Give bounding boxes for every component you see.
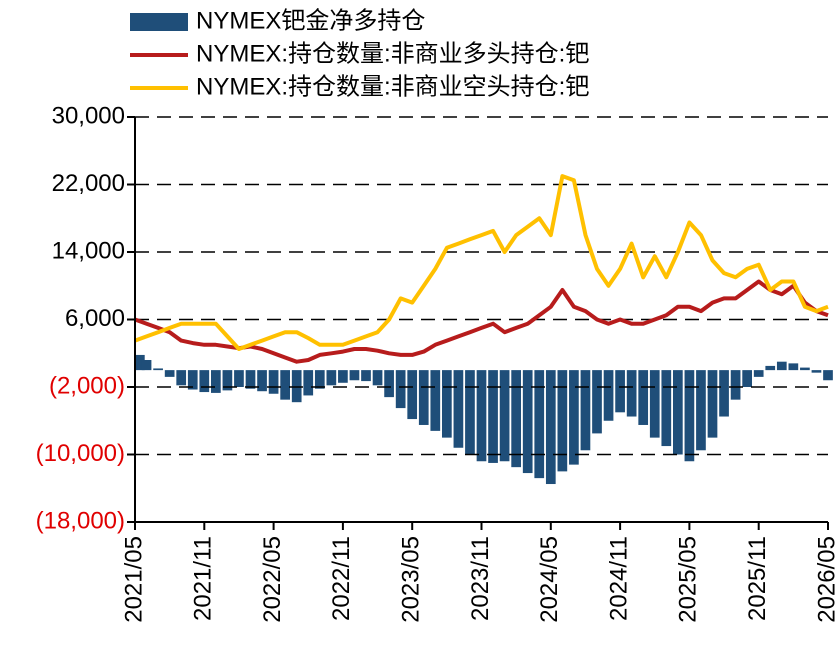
legend-label: NYMEX:持仓数量:非商业空头持仓:钯 [196,73,589,100]
bar [153,368,163,371]
bar [696,370,706,451]
x-tick-label: 2025/11 [744,536,771,621]
bar [476,370,487,462]
bar [765,365,776,371]
bar [511,370,522,468]
bar [753,370,764,377]
bar [719,370,729,417]
bar [603,370,614,421]
x-tick-label: 2022/05 [259,536,286,623]
bar [592,370,602,434]
x-tick-label: 2024/11 [605,536,632,621]
bar [361,370,371,382]
bar [314,370,325,389]
bar [245,370,256,389]
bar [384,370,394,398]
bar [684,370,695,462]
bar [569,370,579,465]
bar [268,370,279,394]
x-tick-label: 2021/05 [120,536,147,623]
bar [291,370,302,403]
bar [338,370,348,383]
line-series [134,174,829,351]
y-tick-label: (2,000) [49,372,125,399]
bar [649,370,660,438]
bar [441,370,452,438]
bar [199,370,210,393]
bar [823,370,833,381]
bar [557,370,568,472]
y-tick-label: 6,000 [65,305,125,332]
bar [499,370,510,462]
bar [280,370,291,400]
bar [534,370,545,479]
bar [135,354,145,371]
legend-label: NYMEX:持仓数量:非商业多头持仓:钯 [196,40,589,67]
legend-label: NYMEX钯金净多持仓 [196,7,425,34]
bar [372,370,383,386]
bar [661,370,672,447]
bar [776,361,787,371]
bar [257,370,267,392]
bar [545,370,556,485]
bar [522,370,533,474]
bar [707,370,718,438]
bar [730,370,741,400]
bar [465,370,475,455]
bar [176,370,187,386]
bar [580,370,591,451]
x-tick-label: 2026/05 [813,536,840,623]
bar [788,363,799,371]
bar [638,370,649,425]
y-tick-label: (10,000) [36,440,125,467]
x-tick-label: 2025/05 [675,536,702,623]
bar [672,370,683,455]
x-tick-label: 2022/11 [328,536,355,621]
x-tick-label: 2024/05 [536,536,563,623]
bar [141,360,152,371]
bar [210,370,221,393]
y-tick-label: 30,000 [52,102,125,129]
x-tick-label: 2023/11 [467,536,494,621]
y-tick-label: (18,000) [36,507,125,534]
bar [222,370,233,391]
bar [811,370,822,373]
x-tick-label: 2023/05 [398,536,425,623]
y-tick-label: 14,000 [52,237,125,264]
bar [164,370,175,377]
bar [326,370,337,386]
bar [453,370,464,448]
bar [418,370,429,425]
bar [234,370,244,387]
bar [626,370,637,417]
bar [488,370,498,463]
bar [742,370,753,387]
bar [430,370,441,431]
bar [303,370,314,396]
bar [615,370,625,413]
bar [349,370,360,381]
bar [407,370,418,420]
x-tick-label: 2021/11 [190,536,217,621]
bar [800,367,810,371]
bar [395,370,406,409]
y-tick-label: 22,000 [52,170,125,197]
legend-swatch [130,13,188,31]
bar [187,370,198,390]
